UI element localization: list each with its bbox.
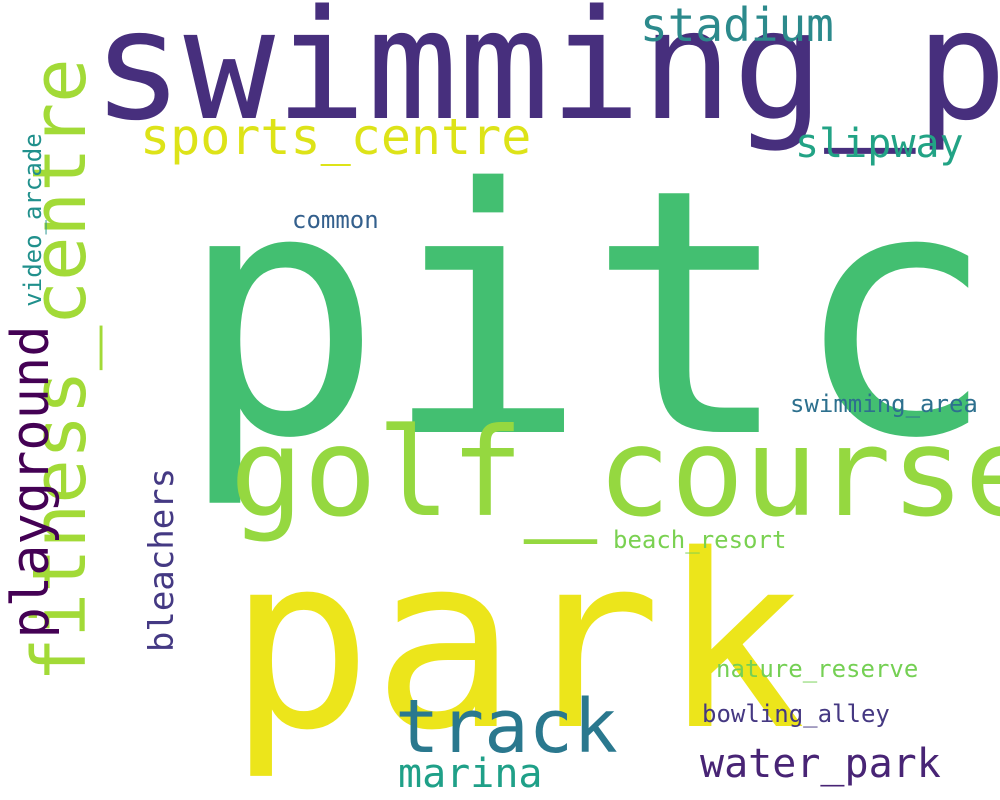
word-golf-course: golf_course bbox=[230, 402, 1000, 544]
word-playground: playground bbox=[1, 325, 61, 639]
word-stadium: stadium bbox=[640, 0, 834, 52]
word-swimming-pool: swimming_pool bbox=[92, 0, 1000, 154]
word-sports-centre: sports_centre bbox=[140, 108, 532, 166]
word-pitch: pitch bbox=[178, 117, 1000, 513]
word-water-park: water_park bbox=[700, 741, 941, 787]
word-marina: marina bbox=[398, 751, 543, 797]
word-park: park bbox=[228, 503, 806, 783]
word-track: track bbox=[395, 684, 618, 770]
word-bowling-alley: bowling_alley bbox=[702, 700, 890, 728]
word-beach-resort: beach_resort bbox=[613, 526, 787, 554]
word-video-arcade: video_arcade bbox=[19, 133, 47, 307]
word-nature-reserve: nature_reserve bbox=[716, 655, 919, 683]
word-swimming-area: swimming_area bbox=[790, 390, 978, 418]
word-common: common bbox=[292, 206, 379, 234]
word-bleachers: bleachers bbox=[142, 467, 182, 653]
word-slipway: slipway bbox=[795, 121, 964, 167]
